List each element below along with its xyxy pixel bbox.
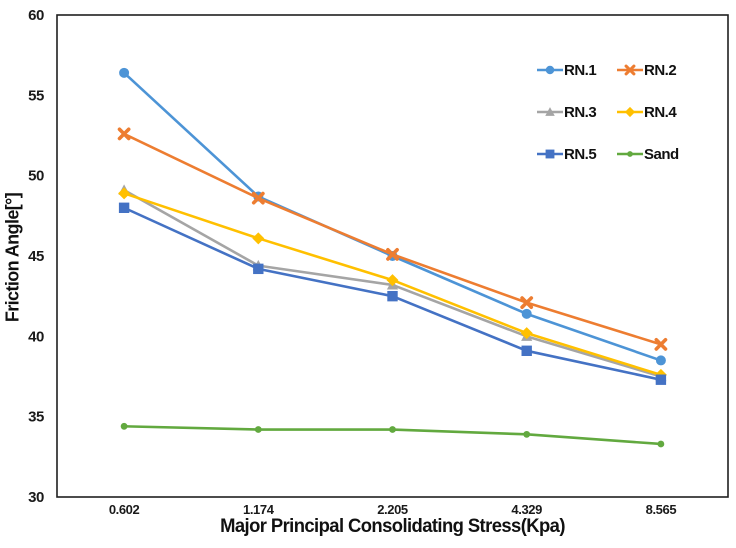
- x-marker-rn2: [520, 296, 534, 309]
- x-marker-rn2: [654, 337, 668, 351]
- legend-marker-rn4: [624, 106, 636, 118]
- series-line-rn2: [122, 132, 663, 346]
- diamond-marker-icon: [617, 106, 643, 118]
- y-tick-label: 60: [28, 7, 44, 24]
- legend-marker-rn1: [545, 65, 555, 75]
- y-tick-label: 35: [28, 409, 44, 426]
- x-tick-label: 0.602: [109, 502, 140, 517]
- x-tick-label: 4.329: [511, 502, 542, 517]
- legend-item-sand: Sand: [617, 145, 679, 163]
- legend-item-rn5: RN.5: [537, 145, 617, 163]
- x-marker-rn2: [117, 127, 131, 141]
- circle-marker-rn1: [655, 355, 666, 366]
- square-marker-rn5: [253, 263, 264, 275]
- square-marker-rn5: [521, 345, 532, 356]
- y-tick-label: 45: [28, 248, 44, 265]
- legend-label-sand: Sand: [644, 145, 679, 163]
- legend-marker-rn5: [545, 149, 555, 159]
- legend: RN.1 RN.2 RN.3 RN.4 RN.5 Sand: [537, 61, 679, 163]
- legend-marker-sand: [627, 151, 633, 157]
- legend-label-rn3: RN.3: [564, 103, 597, 121]
- legend-label-rn5: RN.5: [564, 145, 597, 163]
- dot-marker-sand: [657, 440, 665, 448]
- x-axis-title: Major Principal Consolidating Stress(Kpa…: [220, 516, 565, 537]
- dot-marker-sand: [120, 422, 128, 430]
- x-marker-rn2: [386, 247, 399, 261]
- y-tick-label: 50: [28, 168, 44, 185]
- y-axis-title: Friction Angle[°]: [2, 192, 23, 323]
- dot-marker-icon: [617, 151, 643, 157]
- dot-marker-sand: [254, 426, 262, 433]
- triangle-marker-icon: [537, 107, 563, 116]
- plot-area-border: [56, 14, 729, 498]
- dot-marker-sand: [389, 426, 396, 433]
- y-tick-label: 30: [28, 489, 44, 506]
- legend-item-rn1: RN.1: [537, 61, 617, 79]
- legend-label-rn2: RN.2: [644, 61, 677, 79]
- diamond-marker-rn4: [118, 187, 131, 200]
- x-marker-rn2: [251, 191, 265, 205]
- square-marker-rn5: [118, 202, 130, 213]
- legend-item-rn3: RN.3: [537, 103, 617, 121]
- x-tick-label: 8.565: [646, 502, 677, 517]
- legend-marker-rn3: [545, 107, 555, 116]
- diamond-marker-rn4: [520, 327, 533, 340]
- y-tick-label: 55: [28, 87, 44, 104]
- legend-label-rn1: RN.1: [564, 61, 597, 79]
- legend-marker-rn2: [624, 64, 636, 76]
- x-tick-label: 2.205: [377, 502, 408, 517]
- circle-marker-rn1: [521, 308, 532, 319]
- diamond-marker-rn4: [386, 274, 399, 287]
- x-tick-label: 1.174: [243, 502, 275, 517]
- legend-item-rn4: RN.4: [617, 103, 679, 121]
- legend-item-rn2: RN.2: [617, 61, 679, 79]
- x-marker-icon: [617, 64, 643, 76]
- square-marker-icon: [537, 149, 563, 159]
- square-marker-rn5: [655, 374, 667, 385]
- diamond-marker-rn4: [252, 232, 265, 245]
- y-tick-label: 40: [28, 328, 44, 345]
- circle-marker-rn1: [119, 67, 130, 78]
- dot-marker-sand: [523, 430, 531, 438]
- circle-marker-icon: [537, 65, 563, 75]
- legend-label-rn4: RN.4: [644, 103, 677, 121]
- square-marker-rn5: [387, 290, 398, 302]
